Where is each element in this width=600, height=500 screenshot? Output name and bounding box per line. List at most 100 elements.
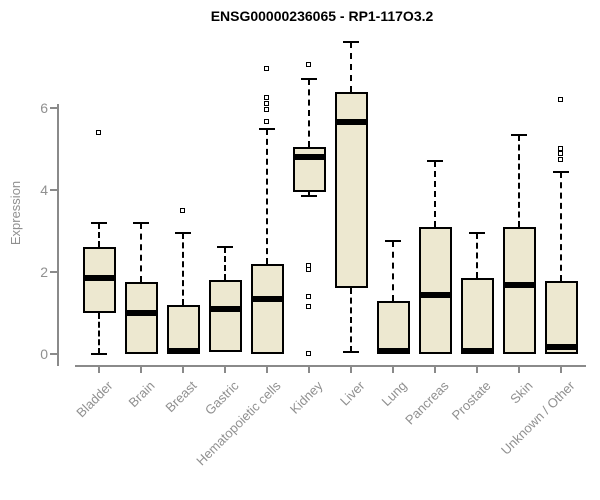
lower-whisker: [98, 313, 100, 354]
outlier-point: [306, 266, 311, 272]
median-line: [294, 154, 325, 161]
x-axis-tick: [560, 367, 562, 373]
lower-whisker-cap: [301, 195, 317, 198]
upper-whisker: [98, 222, 100, 248]
upper-whisker-cap: [343, 41, 359, 44]
lower-whisker: [350, 288, 352, 352]
x-axis-tick: [392, 367, 394, 373]
box: [167, 304, 200, 354]
upper-whisker-cap: [259, 127, 275, 130]
outlier-point: [306, 293, 311, 299]
upper-whisker: [476, 233, 478, 279]
upper-whisker: [560, 171, 562, 282]
x-axis-tick: [98, 367, 100, 373]
upper-whisker: [392, 241, 394, 301]
median-line: [168, 348, 199, 354]
box: [461, 278, 494, 354]
upper-whisker-cap: [553, 170, 569, 173]
upper-whisker-cap: [469, 232, 485, 235]
upper-whisker: [434, 161, 436, 227]
x-axis-category-label: Kidney: [286, 378, 326, 417]
outlier-point: [558, 96, 563, 102]
lower-whisker-cap: [343, 350, 359, 353]
x-axis-tick: [434, 367, 436, 373]
x-axis-category-label: Lung: [378, 378, 410, 410]
y-axis-tick: [50, 353, 58, 355]
outlier-point: [264, 119, 269, 125]
upper-whisker: [140, 222, 142, 283]
x-axis-category-label: Unknown / Other: [498, 378, 578, 458]
upper-whisker-cap: [385, 240, 401, 243]
x-axis-tick: [350, 367, 352, 373]
x-axis-category-label: Skin: [507, 378, 536, 407]
lower-whisker: [308, 192, 310, 197]
box: [545, 281, 578, 354]
outlier-point: [558, 157, 563, 163]
y-axis-tick-label: 0: [40, 346, 48, 362]
outlier-point: [264, 100, 269, 106]
box: [377, 300, 410, 354]
box: [503, 226, 536, 354]
box: [125, 282, 158, 354]
box: [419, 226, 452, 354]
y-axis-tick-label: 6: [40, 100, 48, 116]
x-axis-category-label: Brain: [125, 378, 158, 411]
y-axis-label: Expression: [8, 180, 23, 246]
y-axis-tick: [50, 189, 58, 191]
outlier-point: [264, 107, 269, 113]
outlier-point: [96, 129, 101, 135]
y-axis-tick-label: 2: [40, 264, 48, 280]
upper-whisker-cap: [91, 221, 107, 224]
x-axis-tick: [266, 367, 268, 373]
x-axis-category-label: Prostate: [448, 378, 494, 423]
median-line: [378, 348, 409, 354]
median-line: [420, 291, 451, 298]
median-line: [252, 295, 283, 302]
x-axis-category-label: Pancreas: [402, 378, 452, 428]
outlier-point: [264, 94, 269, 100]
outlier-point: [306, 351, 311, 356]
outlier-point: [180, 207, 185, 213]
median-line: [504, 282, 535, 289]
outlier-point: [558, 150, 563, 156]
upper-whisker: [224, 247, 226, 281]
median-line: [462, 348, 493, 354]
y-axis-tick: [50, 271, 58, 273]
upper-whisker: [182, 233, 184, 305]
y-axis-line: [57, 104, 59, 366]
x-axis-tick: [140, 367, 142, 373]
upper-whisker-cap: [427, 160, 443, 163]
x-axis-category-label: Gastric: [201, 378, 242, 418]
chart-title: ENSG00000236065 - RP1-117O3.2: [210, 8, 434, 24]
x-axis-category-label: Breast: [162, 378, 200, 416]
x-axis-tick: [308, 367, 310, 373]
outlier-point: [306, 61, 311, 67]
outlier-point: [558, 146, 563, 151]
median-line: [210, 305, 241, 312]
x-axis-tick: [476, 367, 478, 373]
upper-whisker-cap: [175, 232, 191, 235]
upper-whisker: [266, 128, 268, 264]
outlier-point: [306, 303, 311, 309]
x-axis-category-label: Bladder: [73, 378, 116, 421]
x-axis-tick: [182, 367, 184, 373]
x-axis-category-label: Liver: [337, 378, 368, 409]
y-axis-tick-label: 4: [40, 182, 48, 198]
median-line: [126, 310, 157, 316]
upper-whisker: [308, 79, 310, 147]
upper-whisker-cap: [301, 78, 317, 81]
x-axis-tick: [224, 367, 226, 373]
median-line: [546, 344, 577, 351]
median-line: [336, 119, 367, 126]
median-line: [84, 275, 115, 282]
y-axis-tick: [50, 107, 58, 109]
upper-whisker-cap: [511, 133, 527, 136]
upper-whisker: [518, 134, 520, 227]
upper-whisker: [350, 42, 352, 92]
outlier-point: [264, 66, 269, 72]
box: [209, 280, 242, 352]
lower-whisker-cap: [91, 353, 107, 355]
upper-whisker-cap: [217, 246, 233, 249]
box: [251, 263, 284, 354]
